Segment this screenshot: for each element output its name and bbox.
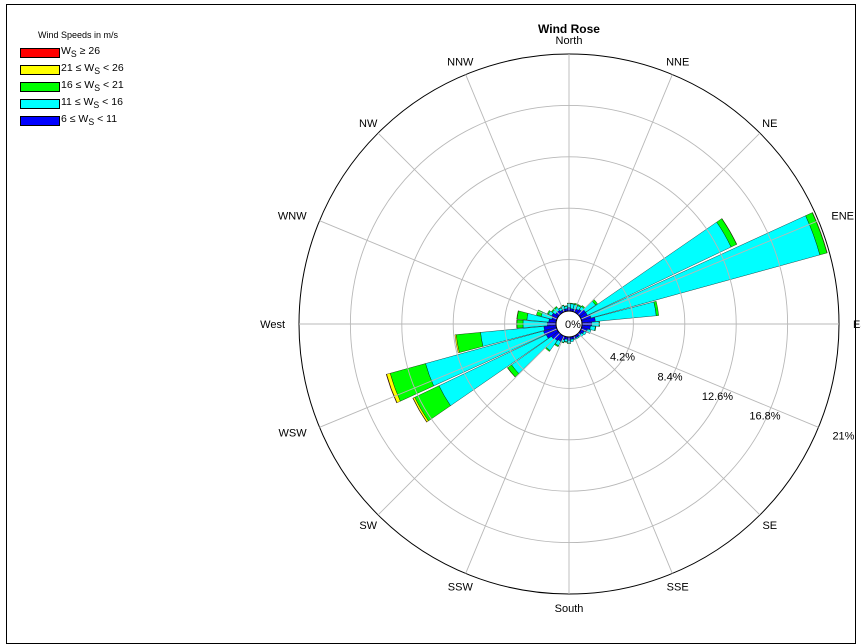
radial-tick-label: 16.8% <box>749 411 780 423</box>
direction-label: WNW <box>278 210 307 222</box>
direction-label: WSW <box>279 428 308 440</box>
direction-label: SSE <box>667 581 689 593</box>
radial-tick-label: 8.4% <box>657 371 682 383</box>
direction-label: SW <box>359 520 377 532</box>
radial-tick-label: 21% <box>832 430 854 442</box>
radial-tick-label: 12.6% <box>702 391 733 403</box>
direction-label: ENE <box>831 210 854 222</box>
direction-label: NE <box>762 118 777 130</box>
direction-label: NNW <box>447 57 474 69</box>
wind-bar-segment <box>517 311 528 320</box>
direction-label: NW <box>359 118 378 130</box>
direction-label: North <box>556 35 583 47</box>
wind-bar-segment <box>570 339 573 342</box>
direction-label: SE <box>762 520 777 532</box>
center-label: 0% <box>565 319 581 331</box>
grid-spoke <box>466 75 564 312</box>
direction-label: NNE <box>666 57 689 69</box>
direction-label: SSW <box>448 581 474 593</box>
grid-spoke <box>581 329 818 427</box>
chart-title: Wind Rose <box>538 22 600 36</box>
grid-spoke <box>378 133 560 315</box>
grid-spoke <box>320 221 557 319</box>
direction-label: Eas <box>853 319 861 331</box>
radial-tick-label: 4.2% <box>610 352 635 364</box>
grid-spoke <box>578 333 760 515</box>
direction-label: South <box>555 603 584 615</box>
direction-label: West <box>260 319 285 331</box>
